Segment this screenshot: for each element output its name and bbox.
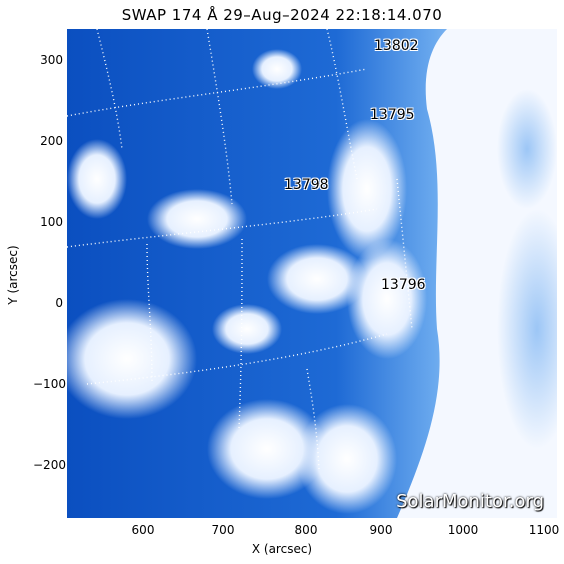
bright-region (252, 49, 302, 89)
heliographic-grid (67, 29, 413, 470)
watermark: SolarMonitor.org (396, 491, 544, 512)
y-tick-label: −100 (33, 377, 66, 391)
image-title: SWAP 174 Å 29–Aug–2024 22:18:14.070 (121, 6, 443, 24)
active-region-label: 13795 (370, 107, 415, 123)
x-tick-label: 800 (294, 523, 318, 537)
x-tick-label: 600 (131, 523, 155, 537)
active-region-label: 13796 (381, 277, 426, 293)
active-region-label: 13798 (284, 177, 329, 193)
y-tick-label: −200 (33, 458, 66, 472)
corona-streamer (497, 209, 557, 449)
corona-streamer (497, 89, 557, 209)
y-tick-label: 300 (40, 53, 63, 67)
bright-region (212, 304, 282, 354)
solar-image-plot (67, 29, 557, 518)
x-axis-label: X (arcsec) (251, 542, 313, 556)
x-tick-label: 1100 (528, 523, 560, 537)
y-axis-label: Y (arcsec) (6, 245, 20, 305)
bright-region (207, 399, 327, 499)
y-tick-label: 100 (40, 215, 63, 229)
x-tick-label: 700 (211, 523, 235, 537)
bright-region (267, 244, 367, 314)
bright-region (347, 239, 427, 359)
active-region-label: 13802 (374, 38, 419, 54)
y-tick-label: 0 (55, 296, 63, 310)
y-tick-label: 200 (40, 134, 63, 148)
bright-region (147, 189, 247, 249)
bright-region (327, 119, 407, 259)
bright-region (67, 299, 197, 419)
x-tick-label: 900 (369, 523, 393, 537)
bright-region (297, 404, 397, 514)
bright-region (67, 139, 127, 219)
x-tick-label: 1000 (447, 523, 479, 537)
